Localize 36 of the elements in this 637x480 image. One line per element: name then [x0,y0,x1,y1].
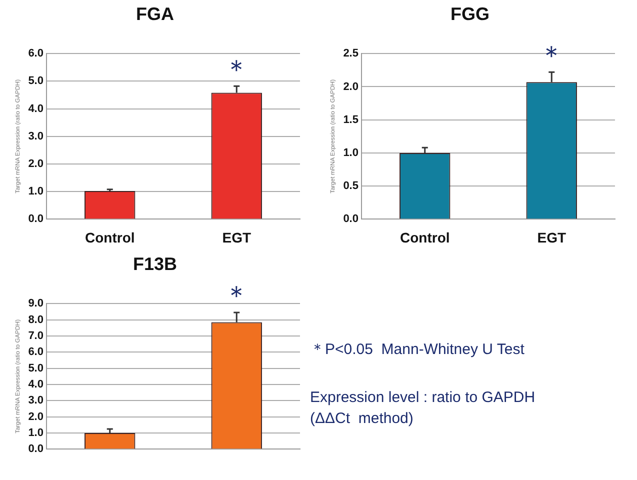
y-tick-label: 0.0 [343,213,358,226]
y-tick-label: 2.0 [343,80,358,93]
y-tick-label: 1.0 [28,427,44,440]
chart-title: F13B [132,254,178,274]
y-tick-label: 1.5 [343,114,358,126]
y-tick-label: 8.0 [28,314,44,326]
y-tick-label: 0.5 [343,180,358,192]
annotation: ＊ [538,40,565,71]
y-tick-label: 2.0 [28,158,44,170]
y-tick-label: 6.0 [28,48,44,60]
annotation: ＊ [224,54,250,85]
y-tick-label: 6.0 [28,346,44,358]
x-tick-label: Control [84,229,135,246]
y-tick-label: 9.0 [28,298,44,310]
y-tick-label: 1.0 [343,146,358,159]
text: Expression level : ratio to GAPDH [310,389,536,406]
y-tick-label: 7.0 [28,330,44,342]
x-tick-label: Control [400,229,450,246]
y-tick-label: 5.0 [28,362,44,374]
x-tick-label: EGT [222,229,252,246]
text: ＊P<0.05 Mann-Whitney U Test [310,340,526,359]
y-tick-label: 4.0 [28,102,44,115]
y-tick-label: 3.0 [28,394,44,407]
chart-title: FGG [450,4,490,24]
y-tick-label: 1.0 [28,186,44,198]
y-tick-label: 4.0 [28,378,44,391]
y-tick-label: 3.0 [28,130,44,142]
chart-title: FGA [136,4,174,24]
y-tick-label: 0.0 [28,443,44,456]
text: (ΔΔCt method) [310,410,414,427]
y-tick-label: 0.0 [28,213,44,226]
y-tick-label: 5.0 [28,75,44,88]
y-tick-label: 2.0 [28,410,44,423]
x-tick-label: EGT [537,229,566,246]
annotation: ＊ [224,281,250,312]
y-tick-label: 2.5 [343,48,358,60]
